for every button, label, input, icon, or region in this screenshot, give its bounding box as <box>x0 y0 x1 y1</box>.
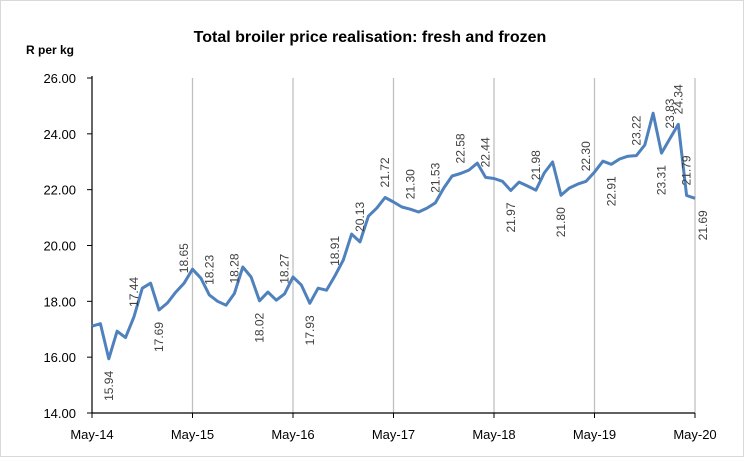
data-label: 21.53 <box>428 162 442 192</box>
data-labels: 15.94 17.44 17.69 18.65 18.23 18.28 18.02 18.27… <box>102 84 710 401</box>
x-tick-label: May-18 <box>472 427 515 442</box>
x-tick-label: May-19 <box>573 427 616 442</box>
data-label: 21.80 <box>554 207 568 237</box>
data-label: 21.98 <box>529 150 543 180</box>
data-label: 24.34 <box>671 84 685 114</box>
y-tick-labels: 14.00 16.00 18.00 20.00 22.00 24.00 26.00 <box>43 71 76 421</box>
data-label: 22.58 <box>454 133 468 163</box>
data-label: 23.83 <box>663 98 677 128</box>
y-tick-label: 14.00 <box>43 406 76 421</box>
data-label: 22.44 <box>479 137 493 167</box>
data-label: 18.23 <box>202 255 216 285</box>
y-tick-label: 16.00 <box>43 350 76 365</box>
x-tick-label: May-14 <box>70 427 113 442</box>
x-tick-labels: May-14 May-15 May-16 May-17 May-18 May-19 May-… <box>70 427 716 442</box>
y-tick-label: 22.00 <box>43 183 76 198</box>
data-label: 21.97 <box>504 202 518 232</box>
data-label: 22.30 <box>579 141 593 171</box>
y-tick-label: 18.00 <box>43 294 76 309</box>
y-tick-label: 24.00 <box>43 127 76 142</box>
data-label: 18.27 <box>278 253 292 283</box>
data-label: 18.28 <box>227 253 241 283</box>
data-label: 15.94 <box>102 371 116 401</box>
gridlines <box>191 78 696 413</box>
x-tick-label: May-20 <box>673 427 716 442</box>
x-tick-label: May-16 <box>271 427 314 442</box>
data-label: 21.72 <box>378 157 392 187</box>
y-axis-label: R per kg <box>26 43 74 57</box>
data-label: 23.22 <box>629 115 643 145</box>
data-label: 23.31 <box>655 165 669 195</box>
series-line <box>91 111 696 361</box>
chart-title: Total broiler price realisation: fresh a… <box>194 29 547 46</box>
data-label: 17.93 <box>303 315 317 345</box>
y-tick-label: 26.00 <box>43 71 76 86</box>
data-label: 18.91 <box>328 236 342 266</box>
data-label: 18.02 <box>253 312 267 342</box>
data-label: 21.79 <box>680 155 694 185</box>
data-label: 21.69 <box>696 210 710 240</box>
y-tick-label: 20.00 <box>43 239 76 254</box>
data-label: 17.44 <box>127 277 141 307</box>
x-tick-label: May-15 <box>171 427 214 442</box>
data-label: 17.69 <box>152 322 166 352</box>
data-label: 18.65 <box>177 243 191 273</box>
data-label: 21.30 <box>403 169 417 199</box>
data-label: 22.91 <box>604 176 618 206</box>
data-label: 20.13 <box>353 202 367 232</box>
x-tick-label: May-17 <box>372 427 415 442</box>
axes <box>87 76 696 418</box>
